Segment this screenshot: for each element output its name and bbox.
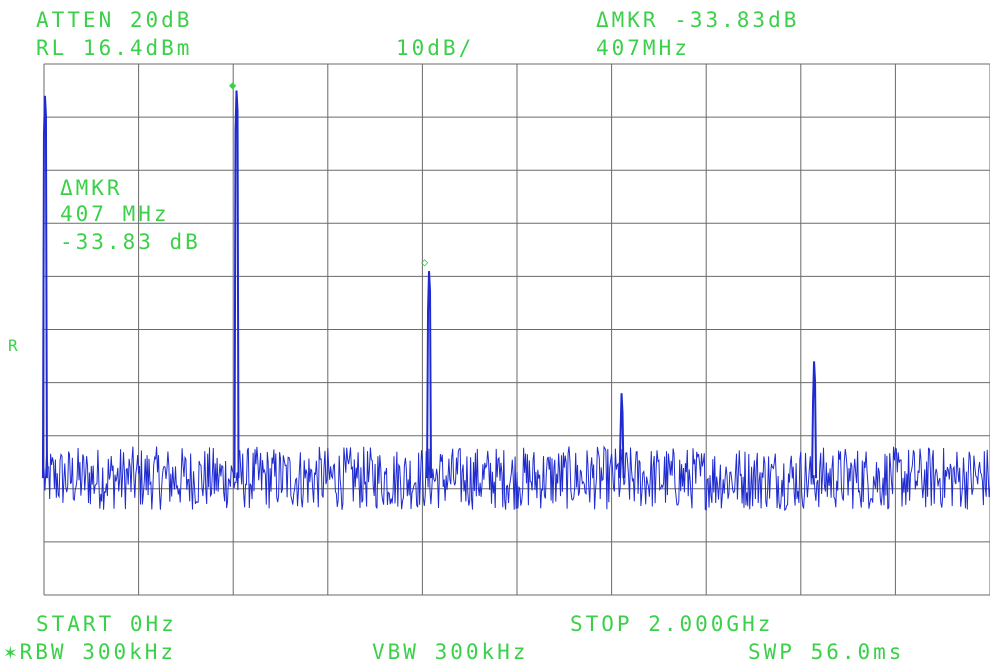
spectral-peak-1 bbox=[233, 90, 240, 479]
marker-readout-frequency: 407 MHz bbox=[60, 202, 170, 226]
delta-marker-amplitude: ΔMKR -33.83dB bbox=[596, 8, 800, 32]
graticule bbox=[43, 63, 990, 596]
scale-label: 10dB/ bbox=[396, 36, 475, 60]
stop-frequency: STOP 2.000GHz bbox=[570, 612, 774, 636]
spectral-peak-2 bbox=[426, 271, 433, 479]
spectral-peak-4 bbox=[811, 361, 818, 479]
spectral-peak-3 bbox=[618, 393, 625, 479]
reference-indicator: R bbox=[8, 336, 21, 355]
resolution-bandwidth: ✶RBW 300kHz bbox=[4, 640, 177, 664]
noise-floor-trace bbox=[43, 445, 990, 511]
start-frequency: START 0Hz bbox=[36, 612, 177, 636]
spectral-peak-0 bbox=[41, 95, 48, 479]
video-bandwidth: VBW 300kHz bbox=[372, 640, 529, 664]
spectrum-trace bbox=[41, 90, 990, 511]
sweep-time: SWP 56.0ms bbox=[748, 640, 905, 664]
marker-readout-label: ΔMKR bbox=[60, 176, 123, 200]
delta-marker-icon: ◇ bbox=[421, 255, 429, 269]
atten-label: ATTEN 20dB bbox=[36, 8, 193, 32]
reference-level-label: RL 16.4dBm bbox=[36, 36, 193, 60]
reference-marker-icon: ◆ bbox=[229, 78, 237, 92]
marker-readout-level: -33.83 dB bbox=[60, 230, 201, 254]
delta-marker-frequency: 407MHz bbox=[596, 36, 690, 60]
